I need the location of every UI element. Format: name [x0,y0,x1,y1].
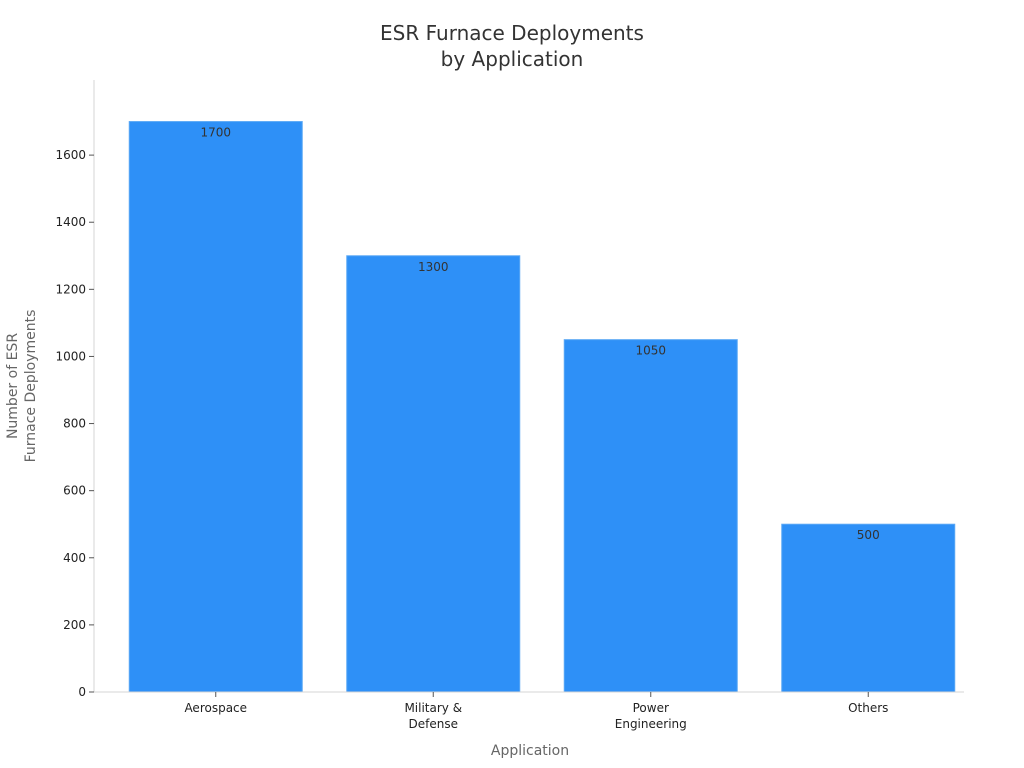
y-tick-label-1200: 1200 [55,282,86,296]
data-labels: 1700 1300 1050 500 [200,126,879,543]
y-tick-label-400: 400 [63,551,86,565]
x-tick-label-2: Military & Defense [404,701,462,731]
y-tick-label-1400: 1400 [55,215,86,229]
x-tick-label-line: Aerospace [184,701,247,715]
bar-series [128,121,956,693]
data-label-3: 1050 [635,344,666,358]
x-tick-label-3: Power Engineering [615,701,687,731]
x-tick-label-line: Military & [404,701,462,715]
chart-title-line-2: by Application [441,47,584,71]
y-axis-label-line-1: Number of ESR [5,333,21,439]
x-axis-ticks: Aerospace Military & Defense Power Engineeri… [184,692,888,731]
x-tick-label-1: Aerospace [184,701,247,715]
y-axis-label: Number of ESR Furnace Deployments [5,310,39,463]
y-tick-label-200: 200 [63,618,86,632]
chart-title-line-1: ESR Furnace Deployments [380,21,644,45]
data-label-2: 1300 [418,260,449,274]
x-tick-label-line: Others [848,701,888,715]
x-tick-label-line: Power [633,701,669,715]
y-tick-label-1600: 1600 [55,148,86,162]
data-label-4: 500 [857,528,880,542]
x-axis-label: Application [491,743,569,759]
bar-1 [128,121,303,693]
y-tick-label-0: 0 [78,685,86,699]
x-tick-label-line: Engineering [615,717,687,731]
y-axis-label-line-2: Furnace Deployments [23,310,39,463]
bar-2 [346,255,521,693]
bar-4 [781,523,956,693]
y-axis-ticks: 0 200 400 600 800 1000 1200 1400 1600 [55,148,94,699]
x-tick-label-line: Defense [409,717,458,731]
data-label-1: 1700 [200,126,231,140]
y-tick-label-600: 600 [63,484,86,498]
y-tick-label-800: 800 [63,417,86,431]
x-tick-label-4: Others [848,701,888,715]
bar-3 [563,339,738,693]
chart-title: ESR Furnace Deployments by Application [380,21,644,71]
y-tick-label-1000: 1000 [55,349,86,363]
